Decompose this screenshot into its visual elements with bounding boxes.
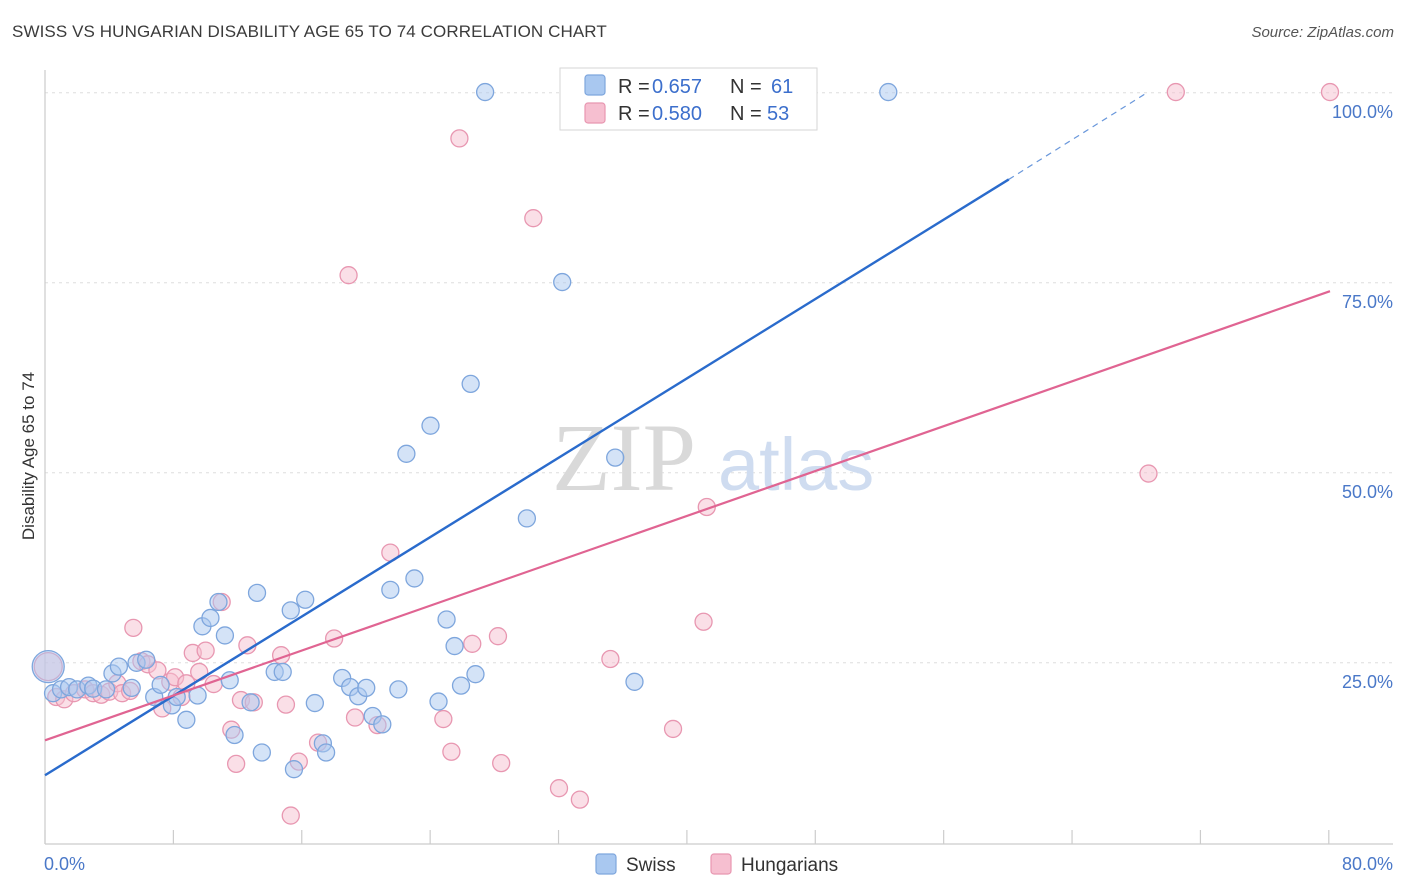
swiss-point-0 xyxy=(31,649,65,684)
y-tick-labels: 25.0% 50.0% 75.0% 100.0% xyxy=(1332,102,1393,692)
hungarians-point-40 xyxy=(434,709,453,729)
legend-swiss-r-value: 0.657 xyxy=(652,76,702,98)
hungarians-point-22 xyxy=(196,641,215,660)
bottom-swatch-hungarians xyxy=(710,853,732,875)
legend-swiss-r-label: R = xyxy=(618,76,650,98)
hungarians-point-36 xyxy=(339,266,358,285)
bottom-swatch-swiss xyxy=(595,853,617,875)
series-legend: Swiss Hungarians xyxy=(595,853,838,876)
swiss-point-22 xyxy=(215,626,235,645)
legend-hung-r-value: 0.580 xyxy=(652,103,702,125)
swiss-point-12 xyxy=(137,650,156,669)
hungarians-point-32 xyxy=(281,806,300,825)
legend-swatch-hungarians xyxy=(584,102,606,124)
x-tick-labels: 0.0% 80.0% xyxy=(44,854,1393,874)
source-label: Source: ZipAtlas.com xyxy=(1251,24,1394,41)
swiss-point-54 xyxy=(517,509,537,528)
hungarians-trend-line xyxy=(44,290,1331,742)
x-tick-label-1: 80.0% xyxy=(1342,854,1393,874)
hungarians-point-47 xyxy=(549,779,569,798)
swiss-point-55 xyxy=(553,272,572,292)
legend-hung-r-label: R = xyxy=(618,103,650,125)
hungarians-point-53 xyxy=(1139,464,1158,483)
watermark-atlas: atlas xyxy=(718,423,874,506)
legend-hung-n-label: N = xyxy=(730,103,762,125)
hungarians-point-31 xyxy=(276,695,296,714)
hungarians-point-48 xyxy=(570,790,590,809)
swiss-point-53 xyxy=(475,82,495,102)
hungarians-point-50 xyxy=(663,719,683,739)
swiss-point-24 xyxy=(225,725,244,745)
swiss-point-42 xyxy=(381,580,400,599)
hungarians-point-41 xyxy=(442,742,461,761)
y-axis-label: Disability Age 65 to 74 xyxy=(19,372,38,540)
axes xyxy=(44,70,1393,845)
hungarians-point-45 xyxy=(492,753,511,773)
swiss-point-35 xyxy=(316,743,336,762)
swiss-point-33 xyxy=(305,693,325,713)
swiss-point-7 xyxy=(96,680,116,699)
swiss-trend-extension xyxy=(1008,92,1148,180)
swiss-point-14 xyxy=(151,675,170,694)
hungarians-point-51 xyxy=(694,612,713,631)
y-tick-label-1: 50.0% xyxy=(1342,482,1393,502)
hungarians-point-43 xyxy=(463,634,482,653)
swiss-point-47 xyxy=(429,692,448,711)
swiss-point-9 xyxy=(109,657,129,676)
y-tick-label-2: 75.0% xyxy=(1342,292,1393,312)
swiss-point-49 xyxy=(445,636,464,656)
swiss-point-21 xyxy=(209,592,228,612)
chart-title: SWISS VS HUNGARIAN DISABILITY AGE 65 TO … xyxy=(12,22,607,41)
swiss-point-20 xyxy=(201,608,220,628)
hungarians-point-55 xyxy=(1320,82,1340,102)
y-tick-label-0: 25.0% xyxy=(1342,672,1393,692)
swiss-point-52 xyxy=(466,665,485,684)
swiss-point-43 xyxy=(389,680,408,699)
hungarians-point-21 xyxy=(190,662,209,682)
swiss-point-26 xyxy=(247,583,267,603)
swiss-point-57 xyxy=(625,672,644,691)
swiss-point-31 xyxy=(284,760,304,779)
swiss-point-46 xyxy=(421,416,440,435)
swiss-point-45 xyxy=(405,569,424,588)
hungarians-point-54 xyxy=(1166,82,1185,102)
hungarians-point-46 xyxy=(524,209,543,228)
swiss-point-17 xyxy=(177,710,196,729)
y-tick-label-3: 100.0% xyxy=(1332,102,1393,122)
legend-swiss-n-label: N = xyxy=(730,76,762,98)
swiss-point-50 xyxy=(451,676,471,695)
swiss-point-29 xyxy=(273,662,292,682)
swiss-point-39 xyxy=(357,678,376,698)
legend-swatch-swiss xyxy=(584,74,606,96)
trend-lines xyxy=(44,92,1331,777)
hungarians-point-26 xyxy=(226,754,246,774)
swiss-trend-line xyxy=(44,178,1010,777)
swiss-point-41 xyxy=(373,715,392,734)
bottom-legend-swiss: Swiss xyxy=(626,855,676,876)
hungarians-point-44 xyxy=(488,627,508,646)
stats-legend: R = 0.657 N = 61 R = 0.580 N = 53 xyxy=(559,67,818,131)
hungarians-point-42 xyxy=(450,129,469,148)
swiss-point-32 xyxy=(296,590,315,609)
swiss-point-44 xyxy=(397,444,416,463)
swiss-point-27 xyxy=(252,743,271,762)
swiss-point-23 xyxy=(220,671,239,690)
hungarians-point-37 xyxy=(345,708,365,727)
watermark: ZIP atlas xyxy=(552,404,874,511)
x-tick-label-0: 0.0% xyxy=(44,854,85,874)
swiss-point-30 xyxy=(281,601,300,620)
swiss-point-25 xyxy=(241,693,260,712)
swiss-point-48 xyxy=(437,610,456,629)
legend-hung-n-value: 53 xyxy=(767,103,789,125)
hungarians-point-49 xyxy=(601,649,620,669)
swiss-point-56 xyxy=(606,448,625,467)
hungarians-point-11 xyxy=(124,618,143,637)
swiss-point-10 xyxy=(122,678,141,698)
legend-swiss-n-value: 61 xyxy=(771,76,793,98)
grid-lines xyxy=(45,92,1395,664)
swiss-point-51 xyxy=(461,374,480,394)
swiss-point-59 xyxy=(879,82,898,102)
bottom-legend-hungarians: Hungarians xyxy=(741,855,838,876)
